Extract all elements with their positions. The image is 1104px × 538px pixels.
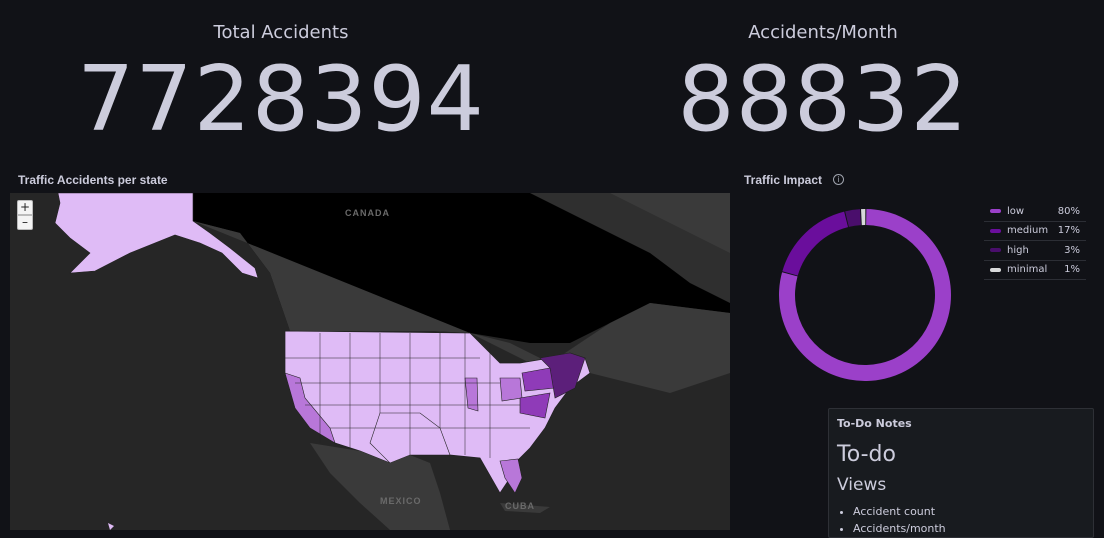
stat-value: 88832 xyxy=(677,47,969,152)
legend-percent: 17% xyxy=(1057,225,1080,237)
donut-slice-minimal[interactable] xyxy=(861,209,866,226)
florida-state xyxy=(499,458,523,494)
ohio-state xyxy=(499,377,523,402)
todo-list-item: Accident count xyxy=(853,503,1085,520)
traffic-impact-donut[interactable] xyxy=(770,200,960,390)
illinois-state xyxy=(464,377,479,412)
zoom-out-button[interactable]: – xyxy=(17,215,33,230)
legend-percent: 80% xyxy=(1057,205,1080,217)
legend-swatch xyxy=(990,228,1001,233)
zoom-in-button[interactable]: + xyxy=(17,200,33,215)
legend-item-minimal[interactable]: minimal 1% xyxy=(984,261,1086,280)
legend-swatch xyxy=(990,248,1001,253)
accidents-per-month-stat: Accidents/Month 88832 xyxy=(542,0,1104,160)
legend-label: high xyxy=(1007,244,1029,256)
todo-subheading: Views xyxy=(837,475,887,495)
total-accidents-stat: Total Accidents 7728394 xyxy=(0,0,562,160)
stat-title: Accidents/Month xyxy=(748,22,898,43)
todo-notes-panel: To-Do Notes To-do Views Accident count A… xyxy=(828,408,1094,538)
donut-slice-high[interactable] xyxy=(845,209,861,227)
virginia-state xyxy=(519,392,551,419)
alaska-state xyxy=(54,193,259,279)
pie-panel-title[interactable]: Traffic Impact xyxy=(744,173,823,187)
pie-legend: low 80% medium 17% high 3% minimal 1% xyxy=(984,202,1086,280)
legend-percent: 3% xyxy=(1064,244,1080,256)
todo-heading: To-do xyxy=(837,442,896,467)
cuba-land xyxy=(500,503,550,513)
canada-land xyxy=(193,221,730,393)
info-icon[interactable]: i xyxy=(833,174,844,185)
legend-swatch xyxy=(990,267,1001,272)
canada-label: CANADA xyxy=(345,208,390,218)
legend-item-medium[interactable]: medium 17% xyxy=(984,222,1086,241)
todo-list-item: Accidents/month xyxy=(853,520,1085,537)
map-canvas[interactable] xyxy=(10,193,730,530)
hawaii-state xyxy=(108,523,114,530)
california-state xyxy=(284,372,336,444)
usa-lower48 xyxy=(284,330,591,494)
stat-title: Total Accidents xyxy=(213,22,349,43)
legend-swatch xyxy=(990,209,1001,214)
stat-value: 7728394 xyxy=(77,47,485,152)
legend-label: minimal xyxy=(1007,264,1048,276)
state-borders xyxy=(285,333,530,458)
mexico-label: MEXICO xyxy=(380,496,422,506)
todo-list: Accident count Accidents/month xyxy=(837,503,1085,537)
traffic-accidents-map[interactable]: CANADA MEXICO CUBA + – xyxy=(10,193,730,530)
map-panel-title[interactable]: Traffic Accidents per state xyxy=(18,173,168,187)
legend-item-low[interactable]: low 80% xyxy=(984,202,1086,222)
legend-percent: 1% xyxy=(1064,264,1080,276)
mexico-land xyxy=(310,443,450,530)
donut-slice-medium[interactable] xyxy=(782,211,849,276)
greenland-land xyxy=(610,193,730,253)
northeast-states xyxy=(539,352,586,399)
cuba-label: CUBA xyxy=(505,501,535,511)
legend-label: medium xyxy=(1007,225,1049,237)
todo-panel-title[interactable]: To-Do Notes xyxy=(837,417,912,430)
legend-label: low xyxy=(1007,205,1025,217)
legend-item-high[interactable]: high 3% xyxy=(984,241,1086,261)
